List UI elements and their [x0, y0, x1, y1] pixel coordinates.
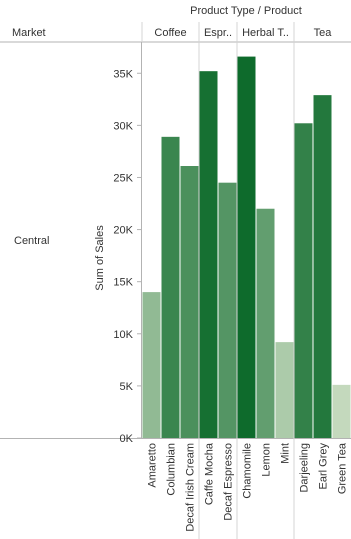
- y-tick-label: 5K: [120, 381, 134, 393]
- x-category-label: Green Tea: [337, 442, 349, 494]
- y-tick-label: 0K: [120, 433, 134, 445]
- column-shelf-title: Product Type / Product: [190, 5, 302, 17]
- market-header: Market: [12, 27, 46, 39]
- x-category-label: Lemon: [261, 443, 273, 477]
- x-category-label: Earl Grey: [318, 443, 330, 490]
- bar-darjeeling[interactable]: [294, 123, 313, 438]
- bar-chamomile[interactable]: [237, 56, 256, 438]
- y-tick-label: 30K: [113, 120, 133, 132]
- group-header-espresso: Espr..: [204, 27, 232, 39]
- x-category-label: Decaf Irish Cream: [185, 443, 197, 532]
- bar-mint[interactable]: [275, 342, 294, 438]
- group-header-coffee: Coffee: [154, 27, 186, 39]
- y-tick-label: 25K: [113, 172, 133, 184]
- x-category-label: Darjeeling: [299, 443, 311, 493]
- group-header-tea: Tea: [314, 27, 333, 39]
- y-axis-title: Sum of Sales: [94, 225, 106, 291]
- bar-green-tea[interactable]: [332, 384, 351, 438]
- bar-caffe-mocha[interactable]: [199, 71, 218, 438]
- y-tick-label: 20K: [113, 225, 133, 237]
- y-tick-label: 35K: [113, 68, 133, 80]
- x-category-label: Caffe Mocha: [204, 442, 216, 505]
- x-category-label: Columbian: [166, 443, 178, 496]
- bar-earl-grey[interactable]: [313, 95, 332, 438]
- y-tick-label: 10K: [113, 329, 133, 341]
- bar-lemon[interactable]: [256, 208, 275, 438]
- market-label-central: Central: [14, 235, 49, 247]
- group-header-herbal-tea: Herbal T..: [242, 27, 289, 39]
- bar-decaf-espresso[interactable]: [218, 182, 237, 438]
- x-category-label: Amaretto: [147, 443, 159, 488]
- bar-columbian[interactable]: [161, 136, 180, 438]
- x-category-label: Mint: [280, 443, 292, 464]
- y-tick-label: 15K: [113, 277, 133, 289]
- bar-amaretto[interactable]: [142, 292, 161, 438]
- x-category-label: Chamomile: [242, 443, 254, 499]
- bar-decaf-irish-cream[interactable]: [180, 166, 199, 438]
- x-category-label: Decaf Espresso: [223, 443, 235, 521]
